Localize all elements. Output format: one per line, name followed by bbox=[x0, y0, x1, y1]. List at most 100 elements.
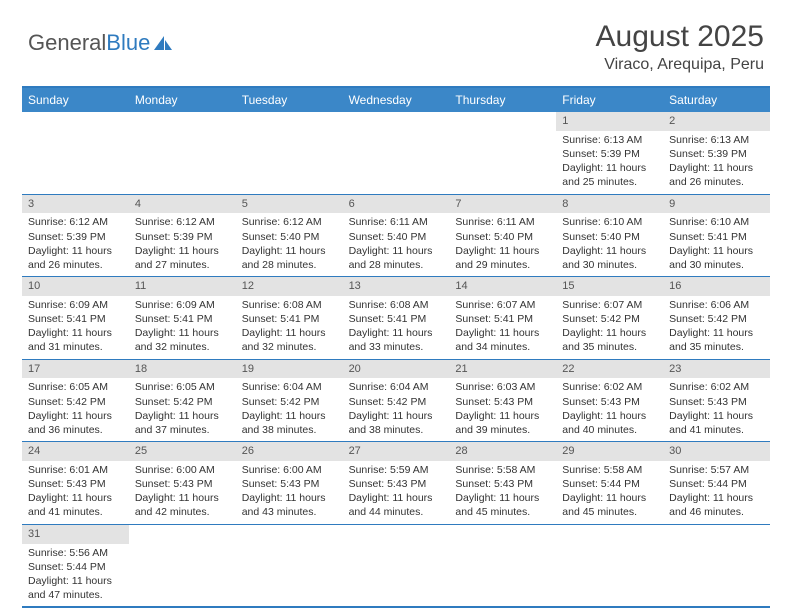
daylight-line: Daylight: 11 hours and 32 minutes. bbox=[135, 326, 230, 354]
day-body: Sunrise: 6:02 AMSunset: 5:43 PMDaylight:… bbox=[663, 378, 770, 441]
day-body: Sunrise: 6:12 AMSunset: 5:39 PMDaylight:… bbox=[22, 213, 129, 276]
day-number: 19 bbox=[236, 360, 343, 379]
daylight-line: Daylight: 11 hours and 44 minutes. bbox=[349, 491, 444, 519]
weekday-header: Thursday bbox=[449, 88, 556, 112]
day-number: 4 bbox=[129, 195, 236, 214]
sunrise-line: Sunrise: 5:57 AM bbox=[669, 463, 764, 477]
sunset-line: Sunset: 5:42 PM bbox=[28, 395, 123, 409]
sunset-line: Sunset: 5:43 PM bbox=[242, 477, 337, 491]
daylight-line: Daylight: 11 hours and 33 minutes. bbox=[349, 326, 444, 354]
day-body: Sunrise: 6:08 AMSunset: 5:41 PMDaylight:… bbox=[343, 296, 450, 359]
day-number: 3 bbox=[22, 195, 129, 214]
day-number: 11 bbox=[129, 277, 236, 296]
day-cell: 29Sunrise: 5:58 AMSunset: 5:44 PMDayligh… bbox=[556, 442, 663, 524]
day-body: Sunrise: 6:08 AMSunset: 5:41 PMDaylight:… bbox=[236, 296, 343, 359]
day-number: 21 bbox=[449, 360, 556, 379]
sunrise-line: Sunrise: 6:13 AM bbox=[562, 133, 657, 147]
day-body: Sunrise: 6:10 AMSunset: 5:41 PMDaylight:… bbox=[663, 213, 770, 276]
day-body: Sunrise: 6:10 AMSunset: 5:40 PMDaylight:… bbox=[556, 213, 663, 276]
sunrise-line: Sunrise: 6:11 AM bbox=[455, 215, 550, 229]
daylight-line: Daylight: 11 hours and 32 minutes. bbox=[242, 326, 337, 354]
day-number: 27 bbox=[343, 442, 450, 461]
day-cell: 27Sunrise: 5:59 AMSunset: 5:43 PMDayligh… bbox=[343, 442, 450, 524]
day-cell: 3Sunrise: 6:12 AMSunset: 5:39 PMDaylight… bbox=[22, 195, 129, 277]
day-number: 23 bbox=[663, 360, 770, 379]
sunrise-line: Sunrise: 6:06 AM bbox=[669, 298, 764, 312]
day-number: 12 bbox=[236, 277, 343, 296]
sunrise-line: Sunrise: 6:01 AM bbox=[28, 463, 123, 477]
day-number: 24 bbox=[22, 442, 129, 461]
day-number: 9 bbox=[663, 195, 770, 214]
day-body: Sunrise: 6:13 AMSunset: 5:39 PMDaylight:… bbox=[556, 131, 663, 194]
day-number bbox=[129, 525, 236, 544]
day-body: Sunrise: 6:03 AMSunset: 5:43 PMDaylight:… bbox=[449, 378, 556, 441]
day-body: Sunrise: 6:09 AMSunset: 5:41 PMDaylight:… bbox=[22, 296, 129, 359]
sunrise-line: Sunrise: 6:08 AM bbox=[242, 298, 337, 312]
day-number bbox=[449, 112, 556, 131]
daylight-line: Daylight: 11 hours and 39 minutes. bbox=[455, 409, 550, 437]
day-cell: 25Sunrise: 6:00 AMSunset: 5:43 PMDayligh… bbox=[129, 442, 236, 524]
sunset-line: Sunset: 5:41 PM bbox=[349, 312, 444, 326]
day-body: Sunrise: 6:00 AMSunset: 5:43 PMDaylight:… bbox=[236, 461, 343, 524]
sunrise-line: Sunrise: 6:02 AM bbox=[562, 380, 657, 394]
sunrise-line: Sunrise: 6:03 AM bbox=[455, 380, 550, 394]
calendar: SundayMondayTuesdayWednesdayThursdayFrid… bbox=[22, 86, 770, 608]
sunset-line: Sunset: 5:43 PM bbox=[349, 477, 444, 491]
daylight-line: Daylight: 11 hours and 38 minutes. bbox=[349, 409, 444, 437]
day-number: 5 bbox=[236, 195, 343, 214]
sunrise-line: Sunrise: 6:07 AM bbox=[455, 298, 550, 312]
sunset-line: Sunset: 5:40 PM bbox=[562, 230, 657, 244]
sunset-line: Sunset: 5:42 PM bbox=[135, 395, 230, 409]
day-body: Sunrise: 6:12 AMSunset: 5:40 PMDaylight:… bbox=[236, 213, 343, 276]
daylight-line: Daylight: 11 hours and 35 minutes. bbox=[669, 326, 764, 354]
weekday-header: Saturday bbox=[663, 88, 770, 112]
day-cell: 8Sunrise: 6:10 AMSunset: 5:40 PMDaylight… bbox=[556, 195, 663, 277]
daylight-line: Daylight: 11 hours and 40 minutes. bbox=[562, 409, 657, 437]
day-body: Sunrise: 5:57 AMSunset: 5:44 PMDaylight:… bbox=[663, 461, 770, 524]
logo-text-gray: General bbox=[28, 30, 106, 56]
day-cell bbox=[22, 112, 129, 194]
sunset-line: Sunset: 5:44 PM bbox=[562, 477, 657, 491]
day-number: 13 bbox=[343, 277, 450, 296]
day-number bbox=[556, 525, 663, 544]
day-body: Sunrise: 6:06 AMSunset: 5:42 PMDaylight:… bbox=[663, 296, 770, 359]
daylight-line: Daylight: 11 hours and 38 minutes. bbox=[242, 409, 337, 437]
day-cell: 15Sunrise: 6:07 AMSunset: 5:42 PMDayligh… bbox=[556, 277, 663, 359]
daylight-line: Daylight: 11 hours and 26 minutes. bbox=[669, 161, 764, 189]
sunset-line: Sunset: 5:39 PM bbox=[669, 147, 764, 161]
day-number: 28 bbox=[449, 442, 556, 461]
day-number bbox=[236, 112, 343, 131]
day-cell: 30Sunrise: 5:57 AMSunset: 5:44 PMDayligh… bbox=[663, 442, 770, 524]
day-cell: 2Sunrise: 6:13 AMSunset: 5:39 PMDaylight… bbox=[663, 112, 770, 194]
sunset-line: Sunset: 5:44 PM bbox=[669, 477, 764, 491]
sunset-line: Sunset: 5:44 PM bbox=[28, 560, 123, 574]
sunrise-line: Sunrise: 6:09 AM bbox=[135, 298, 230, 312]
sunrise-line: Sunrise: 6:09 AM bbox=[28, 298, 123, 312]
day-body: Sunrise: 6:04 AMSunset: 5:42 PMDaylight:… bbox=[343, 378, 450, 441]
day-cell: 19Sunrise: 6:04 AMSunset: 5:42 PMDayligh… bbox=[236, 360, 343, 442]
sunset-line: Sunset: 5:42 PM bbox=[669, 312, 764, 326]
daylight-line: Daylight: 11 hours and 30 minutes. bbox=[669, 244, 764, 272]
sunset-line: Sunset: 5:43 PM bbox=[455, 395, 550, 409]
day-cell bbox=[129, 112, 236, 194]
daylight-line: Daylight: 11 hours and 42 minutes. bbox=[135, 491, 230, 519]
week-row: 3Sunrise: 6:12 AMSunset: 5:39 PMDaylight… bbox=[22, 195, 770, 278]
daylight-line: Daylight: 11 hours and 30 minutes. bbox=[562, 244, 657, 272]
day-number bbox=[22, 112, 129, 131]
day-number: 2 bbox=[663, 112, 770, 131]
day-body: Sunrise: 5:58 AMSunset: 5:44 PMDaylight:… bbox=[556, 461, 663, 524]
sunset-line: Sunset: 5:39 PM bbox=[135, 230, 230, 244]
sunrise-line: Sunrise: 6:04 AM bbox=[242, 380, 337, 394]
day-number: 8 bbox=[556, 195, 663, 214]
daylight-line: Daylight: 11 hours and 26 minutes. bbox=[28, 244, 123, 272]
daylight-line: Daylight: 11 hours and 47 minutes. bbox=[28, 574, 123, 602]
day-body: Sunrise: 5:56 AMSunset: 5:44 PMDaylight:… bbox=[22, 544, 129, 607]
daylight-line: Daylight: 11 hours and 41 minutes. bbox=[28, 491, 123, 519]
day-cell bbox=[343, 525, 450, 607]
day-number: 6 bbox=[343, 195, 450, 214]
day-cell: 20Sunrise: 6:04 AMSunset: 5:42 PMDayligh… bbox=[343, 360, 450, 442]
daylight-line: Daylight: 11 hours and 28 minutes. bbox=[349, 244, 444, 272]
day-cell: 5Sunrise: 6:12 AMSunset: 5:40 PMDaylight… bbox=[236, 195, 343, 277]
daylight-line: Daylight: 11 hours and 45 minutes. bbox=[562, 491, 657, 519]
day-number: 7 bbox=[449, 195, 556, 214]
